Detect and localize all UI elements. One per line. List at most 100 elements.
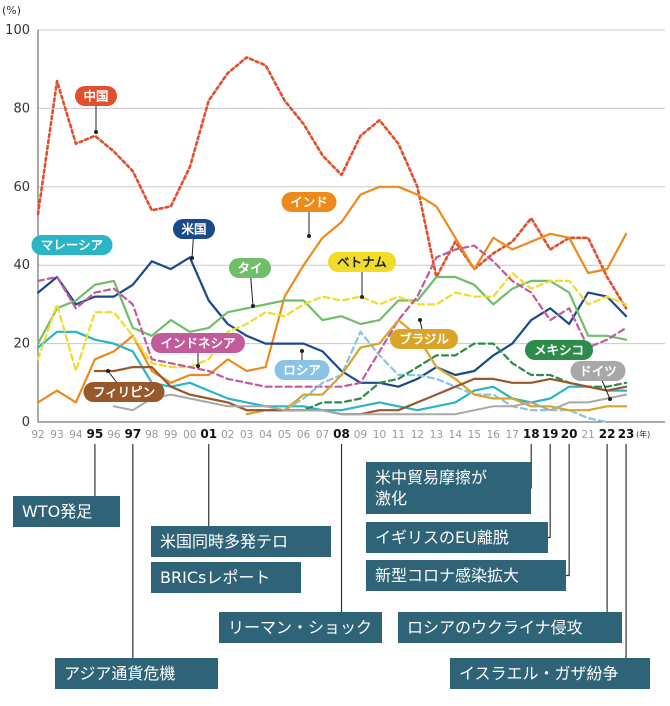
event-box: 米国同時多発テロ	[151, 526, 331, 557]
series-line-中国	[36, 56, 628, 310]
label-pin-dot	[94, 130, 98, 134]
event-text: アジア通貨危機	[64, 664, 176, 683]
series-line-インドネシア	[36, 244, 628, 388]
event-text: イギリスのEU離脱	[375, 528, 509, 547]
series-label-フィリピン: フィリピン	[83, 382, 165, 402]
event-text: 米中貿易摩擦が	[375, 468, 488, 487]
event-text: 米国同時多発テロ	[160, 532, 289, 551]
x-tick-label: 04	[259, 429, 273, 441]
event-text: ロシアのウクライナ侵攻	[407, 618, 583, 637]
event-box: ロシアのウクライナ侵攻	[398, 612, 622, 643]
series-label-メキシコ: メキシコ	[525, 340, 593, 360]
event-text: WTO発足	[22, 502, 93, 521]
series-label-text: ブラジル	[399, 332, 449, 347]
label-pin-dot	[360, 295, 364, 299]
series-label-text: フィリピン	[93, 385, 155, 400]
y-tick-label: 20	[13, 337, 30, 352]
x-tick-label: 01	[200, 427, 217, 441]
event-text: イスラエル・ガザ紛争	[459, 664, 619, 683]
event-text: BRICsレポート	[160, 568, 271, 587]
x-tick-label: 18	[523, 427, 540, 441]
x-tick-label: 94	[69, 429, 83, 441]
x-tick-label: 00	[183, 429, 196, 441]
series-label-text: インド	[290, 195, 328, 210]
series-line-米国	[36, 256, 628, 388]
y-axis-unit: (%)	[2, 4, 21, 17]
series-label-text: 中国	[83, 89, 108, 104]
x-tick-label: 02	[221, 429, 234, 441]
series-label-ロシア: ロシア	[274, 360, 330, 380]
x-tick-label: 20	[561, 427, 578, 441]
x-tick-label: 96	[107, 429, 121, 441]
x-tick-label: 93	[50, 429, 63, 441]
series-label-pill	[31, 235, 113, 255]
series-label-ブラジル: ブラジル	[390, 329, 458, 349]
series-label-text: タイ	[237, 261, 262, 276]
event-text: リーマン・ショック	[228, 618, 373, 637]
x-tick-label: 13	[430, 429, 443, 441]
event-box: リーマン・ショック	[219, 612, 382, 643]
series-line-ブラジル	[245, 319, 628, 416]
series-line-ドイツ	[112, 393, 628, 416]
label-pin-dot	[106, 369, 110, 373]
x-tick-label: 15	[468, 429, 481, 441]
label-pin-dot	[307, 234, 311, 238]
series-label-pill	[570, 361, 626, 381]
series-label-マレーシア: マレーシア	[31, 235, 113, 255]
label-pin-dot	[251, 304, 255, 308]
series-line-マレーシア	[36, 330, 628, 412]
x-tick-label: 19	[542, 427, 559, 441]
series-label-pill	[173, 219, 215, 239]
event-box: イスラエル・ガザ紛争	[450, 658, 650, 689]
x-tick-label: 07	[316, 429, 329, 441]
series-label-text: ドイツ	[579, 364, 617, 379]
x-tick-label: 17	[506, 429, 519, 441]
series-label-ドイツ: ドイツ	[570, 361, 626, 381]
x-tick-label: 98	[145, 429, 158, 441]
series-label-pill	[281, 192, 337, 212]
series-label-pill	[525, 340, 593, 360]
x-tick-label: 14	[449, 429, 463, 441]
axes: 0 20 40 60 80 100 92 93 94 95 96 97 98 99 00 01 02 03 04 05…	[5, 23, 665, 441]
label-pin-dot	[196, 364, 200, 368]
series-label-pill	[229, 258, 271, 278]
label-pin-dot	[300, 349, 304, 353]
series-line-メキシコ	[245, 342, 628, 412]
series-line-インド	[36, 185, 628, 404]
series-label-インドネシア: インドネシア	[151, 333, 245, 353]
event-connector	[606, 444, 622, 629]
series-label-text: メキシコ	[534, 343, 584, 358]
series-label-text: インドネシア	[160, 336, 235, 351]
event-connectors	[94, 444, 627, 658]
series-label-pill	[83, 382, 165, 402]
series-label-インド: インド	[281, 192, 337, 212]
x-tick-label: 99	[164, 429, 177, 441]
event-box: 米中貿易摩擦が 激化	[366, 462, 531, 514]
event-box: アジア通貨危機	[55, 658, 218, 689]
x-tick-label: 05	[278, 429, 291, 441]
y-tick-label: 40	[13, 258, 30, 273]
series-label-pill	[151, 333, 245, 353]
y-tick-label: 0	[22, 415, 30, 430]
event-box: 新型コロナ感染拡大	[366, 560, 566, 591]
x-tick-label: 97	[124, 427, 141, 441]
x-tick-label: 06	[297, 429, 311, 441]
x-tick-label: 10	[373, 429, 386, 441]
x-axis-unit: (年)	[636, 429, 650, 439]
x-tick-label: 09	[354, 429, 367, 441]
series-label-米国: 米国	[173, 219, 215, 239]
series-label-text: ロシア	[283, 363, 321, 378]
x-tick-label: 12	[411, 429, 424, 441]
series-label-タイ: タイ	[229, 258, 271, 278]
series-label-pill	[75, 86, 117, 106]
label-pin-dot	[418, 318, 422, 322]
series-label-pill	[328, 252, 396, 272]
x-tick-label: 95	[87, 427, 104, 441]
event-box: BRICsレポート	[151, 562, 301, 593]
label-pin-dot	[608, 397, 612, 401]
x-tick-label: 11	[392, 429, 405, 441]
label-pin-dot	[190, 256, 194, 260]
x-tick-label: 16	[487, 429, 501, 441]
